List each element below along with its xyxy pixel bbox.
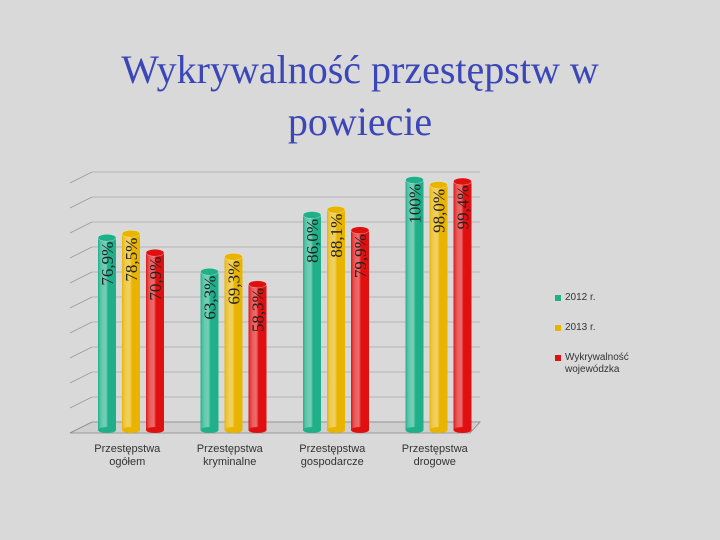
bar-data-label: 99,4% [454,186,473,230]
bar-base [327,427,345,433]
gridline-slant [69,271,93,284]
bar-data-label: 63,3% [201,276,220,320]
bar-base [200,427,219,433]
legend-item: 2012 r. [555,292,645,304]
bar-top [350,226,370,235]
bar-data-label: 100% [406,184,425,224]
bar-top [97,233,117,242]
bar-data-label: 86,0% [303,219,322,263]
bar-top [200,267,219,276]
bar-shade [200,271,219,430]
bar-top [453,177,472,186]
chart-category-labels: PrzestępstwaogółemPrzestępstwakryminalne… [94,443,468,468]
bar-base [122,427,140,433]
legend-label: 2013 r. [565,322,596,333]
chart-floor [69,421,481,434]
bar-base [453,427,472,433]
bar-data-label: 88,1% [327,214,346,258]
bar-data-label: 70,9% [146,257,165,301]
gridline-slant [69,246,93,259]
gridline-slant [69,296,93,309]
bar-shade [327,209,345,430]
gridline-slant [69,371,93,384]
bar-shade [405,180,424,430]
bar-top [145,248,165,257]
bar-data-label: 78,5% [122,238,141,282]
bar-shade [453,181,472,430]
bar-shade [248,284,267,430]
gridline-slant [69,196,93,209]
legend-item: 2013 r. [555,322,645,334]
bar-top [302,211,322,219]
category-label: kryminalne [203,456,256,468]
legend-swatch [555,355,561,361]
legend-swatch [555,295,561,301]
category-label: drogowe [414,456,456,468]
chart-legend: 2012 r. 2013 r. Wykrywalność wojewódzka [555,292,645,394]
slide-title-line1: Wykrywalność przestępstw w [121,47,599,92]
slide-title-line2: powiecie [287,99,433,144]
category-label: Przestępstwa [299,443,366,455]
bar-base [351,427,369,433]
category-label: Przestępstwa [402,443,469,455]
bar-top [224,252,243,261]
gridline-slant [69,346,93,359]
bar-top [248,280,267,289]
bar-shade [98,237,116,430]
bar-base [224,427,243,433]
bar-shade [351,230,369,430]
bar-top [429,181,448,189]
legend-label: Wykrywalność wojewódzka [565,352,629,375]
bar-top [121,229,141,238]
gridline-slant [69,396,93,409]
category-label: ogółem [109,456,145,468]
bar-base [146,427,164,433]
gridline-slant [69,321,93,334]
gridline-slant [69,171,93,184]
chart-data-labels: 76,9% 78,5% 70,9% 63,3% 69,3% 58,3% 86,0% 88,1%… [98,184,473,332]
bar-data-label: 76,9% [98,242,117,286]
legend-item: Wykrywalność wojewódzka [555,352,645,376]
bar-data-label: 69,3% [225,261,244,305]
slide-title: Wykrywalność przestępstw w powiecie [0,44,720,148]
bar-shade [122,233,140,430]
gridline-slant [69,221,93,234]
category-label: Przestępstwa [197,443,264,455]
category-label: Przestępstwa [94,443,161,455]
bar-base [248,427,267,433]
legend-swatch [555,325,561,331]
bar-shade [303,215,321,430]
bar-base [303,427,321,433]
bar-data-label: 98,0% [430,189,449,233]
chart-bars [97,176,472,433]
bar-shade [224,256,243,430]
bar-data-label: 58,3% [249,288,268,332]
bar-top [405,176,424,184]
bar-top [326,205,346,214]
bar-base [429,427,448,433]
bar-shade [146,252,164,430]
bar-shade [429,185,448,430]
bar-data-label: 79,9% [351,234,370,278]
bar-base [405,427,424,433]
bar-base [98,427,116,433]
legend-label: 2012 r. [565,292,596,303]
category-label: gospodarcze [301,456,364,468]
